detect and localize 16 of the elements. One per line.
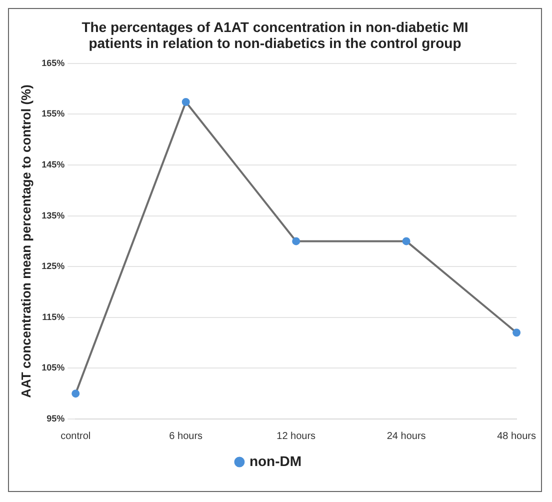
x-tick-label: 12 hours	[276, 430, 316, 442]
legend-label: non-DM	[249, 452, 302, 469]
y-tick-label: 95%	[46, 413, 65, 424]
y-tick-label: 105%	[42, 362, 65, 373]
chart-title: The percentages of A1AT concentration in non-diabetic MI patients in relation to non-diabetics in the control group	[80, 18, 470, 53]
y-tick-label: 125%	[42, 261, 65, 272]
x-tick-label: control	[60, 430, 91, 442]
y-tick-label: 135%	[42, 210, 65, 220]
y-tick-label: 145%	[42, 159, 65, 170]
x-tick-label: 24 hours	[386, 430, 426, 442]
y-tick-label: 115%	[42, 312, 65, 322]
x-tick-label: 6 hours	[169, 430, 203, 442]
x-tick-label: 48 hours	[497, 430, 536, 442]
y-axis-title: AAT concentration mean percentage to control (%)	[18, 84, 34, 398]
y-tick-label: 165%	[42, 58, 65, 68]
y-tick-label: 155%	[42, 108, 65, 119]
